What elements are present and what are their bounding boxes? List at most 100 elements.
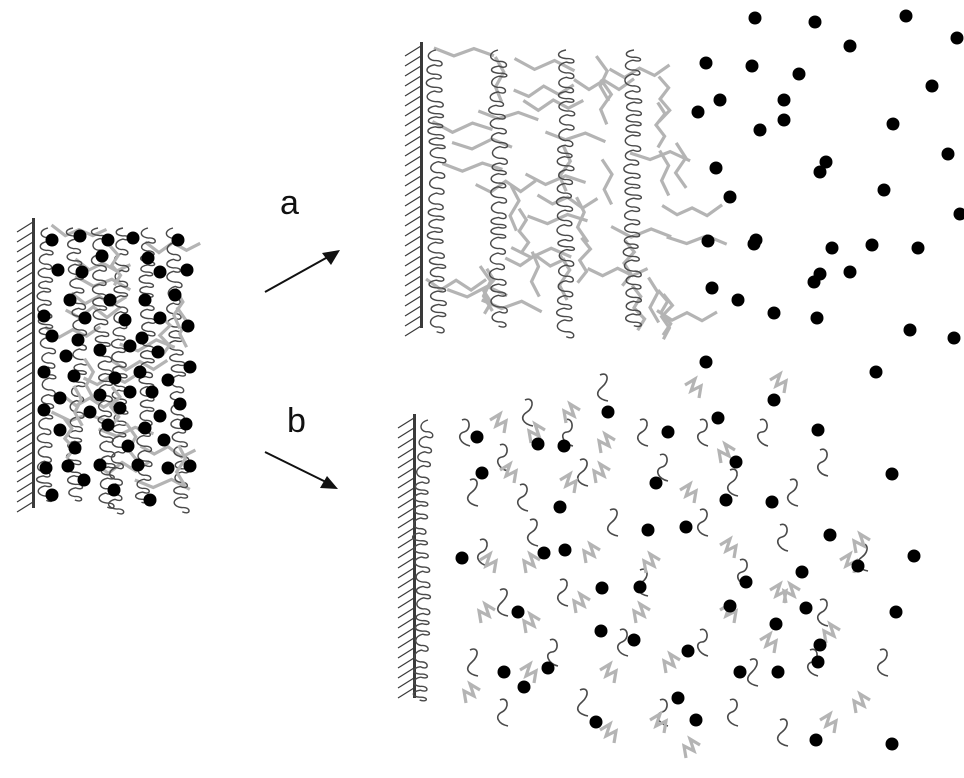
- particle: [753, 123, 767, 137]
- polymer-zigzag: [661, 203, 724, 218]
- particle: [823, 528, 837, 542]
- particle: [723, 599, 737, 613]
- wall-hatch-line: [16, 301, 34, 313]
- particle: [851, 559, 865, 573]
- free-chain: [696, 628, 709, 657]
- polymer-zigzag: [70, 291, 128, 308]
- particle: [589, 715, 603, 729]
- grafting-wall: [16, 218, 35, 513]
- polymer-zigzag: [508, 184, 521, 232]
- wall-hatch-line: [16, 371, 34, 383]
- wall-hatch-line: [397, 467, 415, 479]
- wall-hatch-line: [404, 325, 422, 337]
- polymer-zigzag: [575, 196, 590, 244]
- wall-hatch-line: [404, 205, 422, 217]
- particle: [810, 311, 824, 325]
- free-chain: [526, 518, 539, 547]
- wall-hatch-line: [16, 491, 34, 503]
- free-chain: [746, 658, 759, 687]
- polymer-coil: [411, 419, 434, 702]
- particle: [67, 369, 81, 383]
- wall-hatch-line: [397, 607, 415, 619]
- particle: [745, 59, 759, 73]
- particle: [747, 237, 761, 251]
- wall-hatch-line: [404, 215, 422, 227]
- particle: [83, 405, 97, 419]
- free-zigzag: [684, 375, 704, 399]
- free-chain: [466, 478, 479, 507]
- particle: [37, 403, 51, 417]
- particle: [161, 461, 175, 475]
- wall-hatch-line: [397, 657, 415, 669]
- free-chain: [466, 648, 479, 677]
- particle: [633, 580, 647, 594]
- wall-hatch-line: [16, 281, 34, 293]
- free-chain: [656, 453, 669, 482]
- particle: [886, 117, 900, 131]
- free-zigzag: [631, 600, 651, 624]
- free-chain: [496, 698, 509, 727]
- particle: [941, 147, 955, 161]
- particle: [511, 605, 525, 619]
- polymer-zigzag: [425, 277, 488, 293]
- free-chain: [516, 483, 529, 512]
- grafting-wall: [404, 42, 423, 337]
- free-zigzag: [781, 580, 801, 604]
- free-zigzag: [591, 460, 611, 484]
- particle: [537, 546, 551, 560]
- wall-hatch-line: [16, 271, 34, 283]
- particle: [953, 207, 964, 221]
- wall-hatch-line: [16, 441, 34, 453]
- particle: [59, 349, 73, 363]
- particle: [799, 601, 813, 615]
- particle: [705, 281, 719, 295]
- wall-hatch-line: [16, 471, 34, 483]
- particle: [95, 249, 109, 263]
- polymer-zigzag: [517, 207, 531, 255]
- particle: [153, 311, 167, 325]
- particle: [45, 233, 59, 247]
- free-chain: [776, 718, 789, 747]
- particle: [39, 461, 53, 475]
- wall-hatch-line: [404, 105, 422, 117]
- particle: [661, 425, 675, 439]
- free-chain: [606, 508, 619, 537]
- particle: [731, 293, 745, 307]
- wall-hatch-line: [404, 235, 422, 247]
- wall-hatch-line: [404, 245, 422, 257]
- wall-hatch-line: [397, 497, 415, 509]
- particle: [594, 624, 608, 638]
- free-zigzag: [769, 370, 789, 394]
- wall-hatch-line: [404, 125, 422, 137]
- particle: [723, 190, 737, 204]
- particle: [709, 161, 723, 175]
- wall-hatch-line: [16, 431, 34, 443]
- particle: [689, 713, 703, 727]
- particle: [877, 183, 891, 197]
- polymer-zigzag: [600, 158, 614, 206]
- free-zigzag: [759, 630, 779, 654]
- particle: [767, 393, 781, 407]
- particle: [699, 355, 713, 369]
- polymer-zigzag: [446, 284, 508, 299]
- polymer-coil: [165, 227, 190, 514]
- label-a: a: [280, 184, 299, 222]
- particle: [37, 365, 51, 379]
- wall-hatch-line: [16, 321, 34, 333]
- free-zigzag: [679, 480, 699, 504]
- free-zigzag: [716, 440, 736, 464]
- particle: [950, 31, 964, 45]
- polymer-zigzag: [673, 142, 688, 189]
- polymer-zigzag: [647, 276, 661, 324]
- free-zigzag: [851, 530, 871, 554]
- particle: [769, 617, 783, 631]
- wall-hatch-line: [397, 447, 415, 459]
- wall-hatch-line: [397, 557, 415, 569]
- particle: [470, 430, 484, 444]
- particle: [123, 385, 137, 399]
- particle: [181, 319, 195, 333]
- label-b: b: [287, 402, 306, 440]
- particle: [63, 293, 77, 307]
- particle: [825, 241, 839, 255]
- wall-surface: [32, 218, 35, 508]
